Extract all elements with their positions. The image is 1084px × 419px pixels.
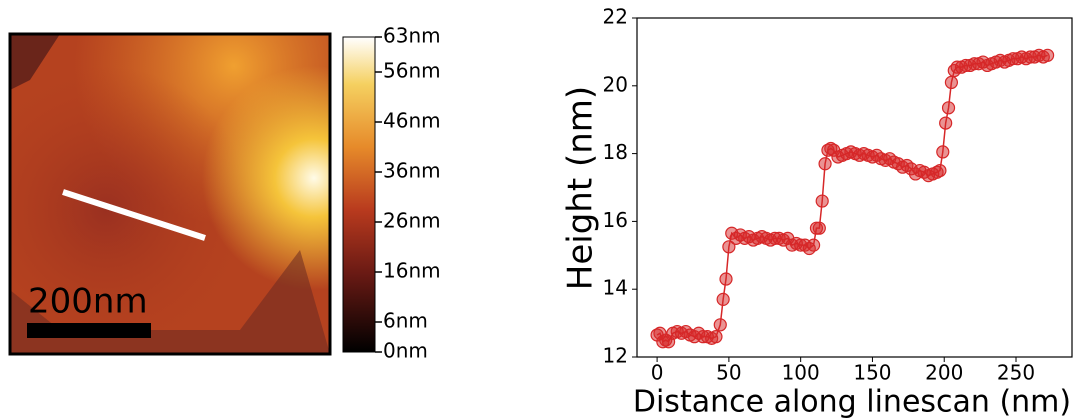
- x-tick-label: 250: [997, 361, 1035, 385]
- data-point: [713, 318, 727, 332]
- data-point: [806, 238, 821, 252]
- colorbar-tick-label: 26nm: [383, 209, 441, 233]
- x-tick-label: 200: [925, 361, 963, 385]
- data-point: [709, 330, 723, 344]
- data-point: [944, 75, 959, 90]
- data-point: [933, 163, 947, 178]
- colorbar-tick-label: 63nm: [383, 24, 441, 48]
- colorbar-tick-label: 56nm: [383, 59, 441, 83]
- linescan-line: [62, 189, 206, 241]
- data-point: [716, 292, 730, 306]
- image-shadow: [10, 34, 60, 90]
- colorbar-tick-label: 6nm: [383, 309, 428, 333]
- data-point: [941, 101, 956, 115]
- y-tick-label: 20: [603, 72, 628, 96]
- data-point: [939, 116, 953, 130]
- colorbar-tick-label: 36nm: [383, 159, 441, 183]
- scale-bar-label: 200nm: [28, 282, 148, 322]
- colorbar-tick-label: 46nm: [383, 109, 441, 133]
- image-frame: [8, 32, 332, 356]
- plot-frame: [636, 17, 1073, 358]
- colorbar-tick-label: 0nm: [383, 339, 428, 363]
- y-tick-label: 22: [603, 5, 628, 29]
- y-tick-label: 12: [603, 344, 628, 368]
- data-point: [818, 157, 832, 171]
- y-axis-label: Height (nm): [561, 86, 601, 290]
- data-line: [656, 54, 1048, 343]
- data-point: [812, 221, 826, 235]
- data-point: [719, 272, 733, 286]
- x-tick-label: 150: [853, 361, 891, 385]
- x-axis-label: Distance along linescan (nm): [633, 385, 1071, 419]
- data-point: [815, 194, 829, 208]
- image-shadow: [10, 250, 330, 354]
- colorbar: [342, 36, 376, 353]
- afm-image: 200nm: [8, 32, 332, 356]
- y-tick-label: 14: [603, 276, 628, 300]
- x-tick-label: 100: [782, 361, 820, 385]
- y-tick-label: 18: [603, 140, 628, 164]
- data-point: [1040, 48, 1055, 62]
- scale-bar: [27, 323, 151, 338]
- y-tick-label: 16: [603, 208, 628, 232]
- x-tick-label: 0: [651, 361, 664, 385]
- x-tick-label: 50: [716, 361, 741, 385]
- data-point: [722, 240, 736, 254]
- data-point: [936, 145, 950, 159]
- colorbar-tick-label: 16nm: [383, 259, 441, 283]
